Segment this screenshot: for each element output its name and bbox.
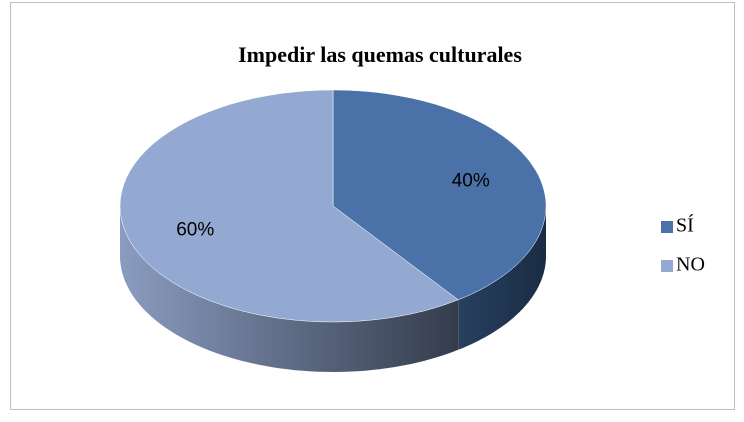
legend-swatch <box>661 260 673 272</box>
data-label: 60% <box>176 219 214 240</box>
slice-side <box>458 206 546 350</box>
slice <box>332 89 547 301</box>
chart-title: Impedir las quemas culturales <box>238 42 522 67</box>
slice <box>119 89 459 323</box>
data-label: 40% <box>452 171 490 192</box>
legend-label: NO <box>676 254 705 276</box>
slice-side <box>120 206 459 372</box>
legend-label: SÍ <box>676 214 694 237</box>
legend-swatch <box>661 221 673 233</box>
